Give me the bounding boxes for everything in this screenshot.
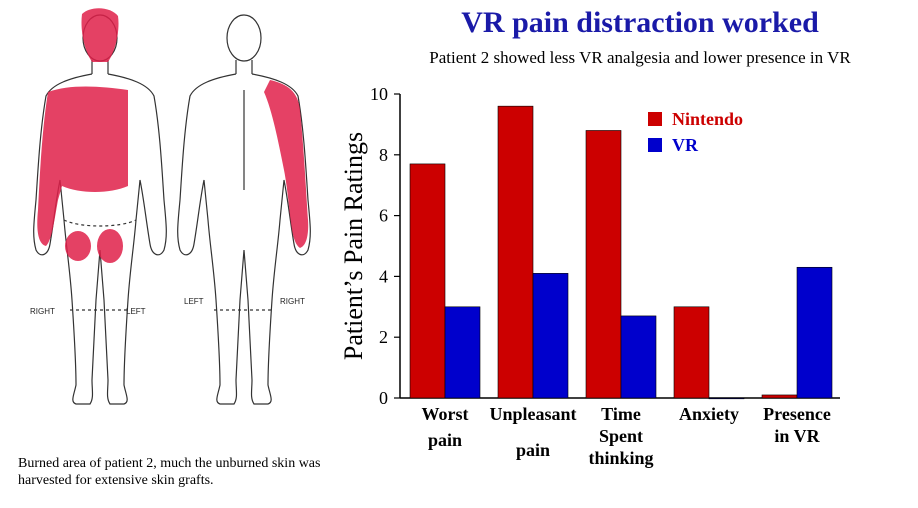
x-tick-label: Anxiety	[679, 404, 739, 424]
x-tick-label-line: Unpleasant	[489, 404, 576, 424]
y-tick-label: 2	[379, 327, 388, 347]
back-burn-areas	[264, 80, 309, 248]
x-tick-label-line: in VR	[774, 426, 820, 446]
bar-vr	[444, 306, 481, 399]
legend-swatch-nintendo	[648, 112, 662, 126]
bar-vr	[532, 273, 569, 399]
bar-nintendo	[497, 105, 534, 399]
figure-caption: Burned area of patient 2, much the unbur…	[18, 456, 321, 488]
front-burn-areas	[37, 8, 128, 263]
x-tick-label-line: pain	[428, 430, 462, 450]
x-tick-label-line: Anxiety	[679, 404, 739, 424]
back-right-label: RIGHT	[280, 297, 305, 306]
y-tick-label: 0	[379, 388, 388, 408]
legend-label-nintendo: Nintendo	[672, 109, 743, 129]
y-tick-label: 6	[379, 206, 388, 226]
legend-label-vr: VR	[672, 135, 699, 155]
legend-swatch-vr	[648, 138, 662, 152]
bar-vr	[796, 266, 833, 399]
x-tick-label-line: Presence	[763, 404, 831, 424]
bar-nintendo	[673, 306, 710, 399]
front-right-label: RIGHT	[30, 307, 55, 316]
back-body-outline	[177, 14, 311, 405]
y-tick-label: 8	[379, 145, 388, 165]
x-tick-label-line: Worst	[422, 404, 469, 424]
chart-title: VR pain distraction worked	[461, 6, 819, 39]
bar-nintendo	[409, 163, 446, 399]
y-axis-label: Patient’s Pain Ratings	[339, 132, 368, 360]
y-tick-label: 10	[370, 84, 388, 104]
x-tick-label: Time Spent thinking	[588, 404, 653, 468]
y-tick-label: 4	[379, 266, 388, 286]
x-tick-label-line: Time	[601, 404, 641, 424]
back-left-label: LEFT	[184, 297, 204, 306]
burn-body-diagram: RIGHT LEFT LEFT RIGHT	[30, 8, 311, 405]
burn-diagram-panel: RIGHT LEFT LEFT RIGHT Burned area of pat…	[0, 0, 360, 508]
x-tick-label: Worst pain	[422, 404, 469, 450]
x-tick-label-line: pain	[516, 440, 550, 460]
x-tick-label: Unpleasant pain	[489, 404, 576, 460]
x-tick-label: Presence in VR	[763, 404, 831, 446]
figure-side-labels: RIGHT LEFT LEFT RIGHT	[30, 297, 305, 316]
bar-vr	[708, 397, 745, 400]
x-tick-label-line: Spent	[599, 426, 643, 446]
bar-nintendo	[761, 394, 798, 399]
bar-nintendo	[585, 130, 622, 399]
chart-subtitle: Patient 2 showed less VR analgesia and l…	[429, 48, 851, 67]
bar-vr	[620, 315, 657, 399]
front-left-label: LEFT	[126, 307, 146, 316]
x-tick-label-line: thinking	[588, 448, 653, 468]
